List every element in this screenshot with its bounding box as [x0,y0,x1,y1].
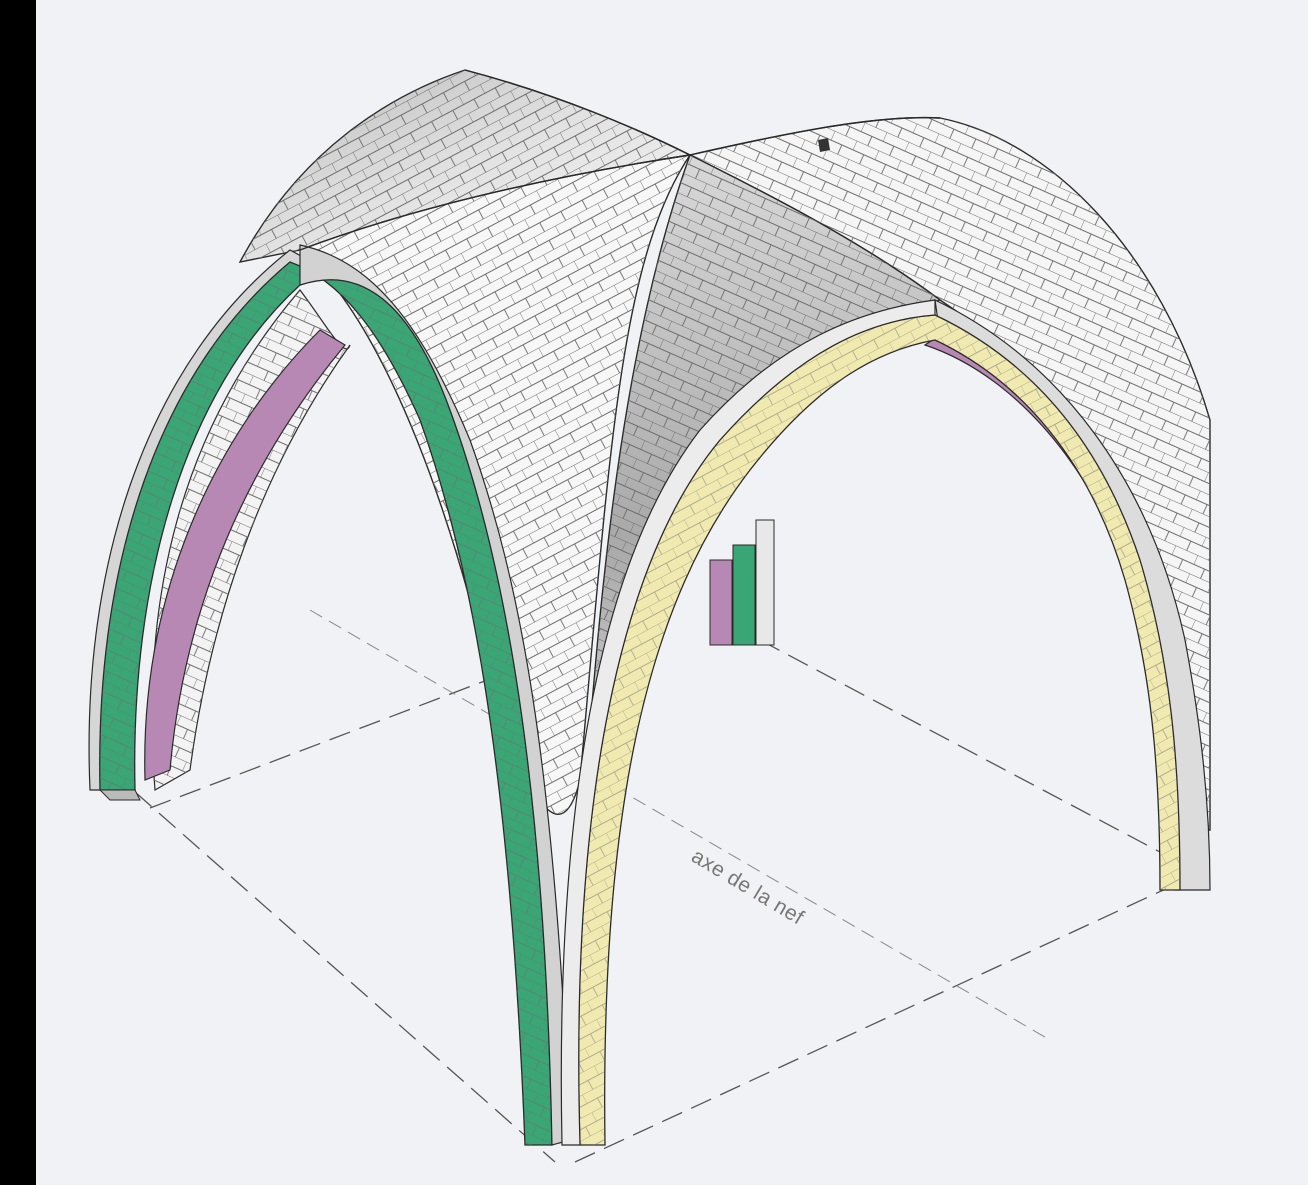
middle-web-stones [585,155,940,790]
back-pier-grey [755,519,775,646]
back-web-right-stones [690,117,1210,830]
back-pier-green [732,544,756,646]
plan-line-back-left [149,659,541,809]
ridge-lines [299,69,941,251]
ridge-right [689,116,941,156]
back-web-left-stones [240,70,690,262]
floor-plan [134,639,1186,1163]
keystone-mark [818,138,830,152]
plan-line-front-left [134,791,556,1163]
right-front-arch-lining [560,299,936,1146]
left-front-arch-face [299,244,571,1146]
left-pier-base [98,789,141,801]
back-pier-purple [709,559,733,646]
left-arch-intrados-stones [151,290,350,790]
plan-line-back-right [759,639,1176,861]
purple-rib-left [144,329,346,781]
nave-axis [309,609,1051,1041]
ridge-back [464,69,691,156]
ridge-left [299,154,691,251]
nave-axis-line [309,609,1051,1041]
plan-line-front-right [574,879,1186,1163]
